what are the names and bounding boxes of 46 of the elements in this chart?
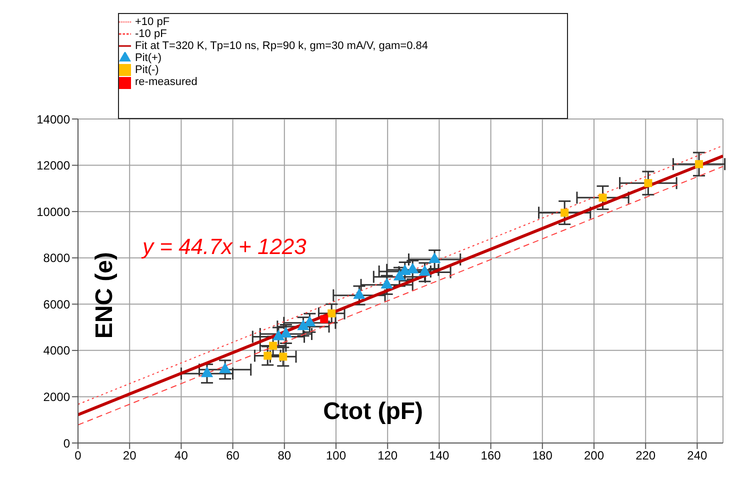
x-tick-label: 200 — [584, 448, 604, 463]
x-axis-title: Ctot (pF) — [323, 398, 424, 426]
point — [218, 362, 232, 374]
y-tick-label: 4000 — [43, 344, 70, 358]
point — [380, 278, 393, 288]
point — [272, 330, 285, 340]
x-tick-label: 80 — [278, 448, 292, 463]
x-tick-label: 120 — [378, 448, 398, 463]
x-tick-label: 40 — [174, 448, 188, 463]
point — [393, 270, 406, 280]
legend-label: re-measured — [135, 76, 198, 88]
point — [428, 252, 441, 263]
x-tick-label: 160 — [480, 448, 502, 463]
point — [695, 160, 704, 168]
x-tick-label: 20 — [122, 448, 137, 463]
point — [560, 208, 569, 217]
point — [304, 316, 316, 326]
x-tick-label: 140 — [429, 448, 450, 463]
x-tick-label: 100 — [326, 448, 346, 463]
point — [644, 179, 652, 188]
point — [353, 288, 366, 299]
legend-label: +10 pF — [135, 16, 170, 28]
point — [418, 265, 431, 276]
point — [328, 309, 336, 318]
x-tick-label: 60 — [226, 448, 240, 463]
x-tick-label: 0 — [74, 448, 82, 463]
point — [598, 194, 607, 202]
y-tick-label: 10000 — [36, 204, 70, 219]
legend-label: Pit(-) — [135, 64, 159, 76]
y-tick-label: 6000 — [43, 297, 70, 312]
x-tick-label: 220 — [636, 448, 656, 463]
y-tick-label: 14000 — [36, 112, 70, 126]
point — [406, 262, 419, 274]
x-tick-label: 240 — [687, 448, 708, 463]
legend-label: Pit(+) — [135, 52, 162, 64]
point — [200, 366, 214, 378]
point — [280, 326, 292, 338]
y-axis-title: ENC (e) — [90, 252, 119, 339]
legend-label: -10 pF — [135, 28, 167, 40]
y-tick-label: 2000 — [43, 390, 70, 404]
y-tick-label: 8000 — [43, 251, 70, 266]
y-tick-label: 12000 — [36, 158, 70, 173]
x-tick-label: 180 — [532, 448, 553, 463]
legend-label: Fit at T=320 K, Tp=10 ns, Rp=90 k, gm=30 mA/V, gam=0.84 — [135, 40, 428, 52]
annotation: y = 44.7x + 1223 — [142, 234, 306, 260]
y-tick-label: 0 — [63, 436, 70, 450]
